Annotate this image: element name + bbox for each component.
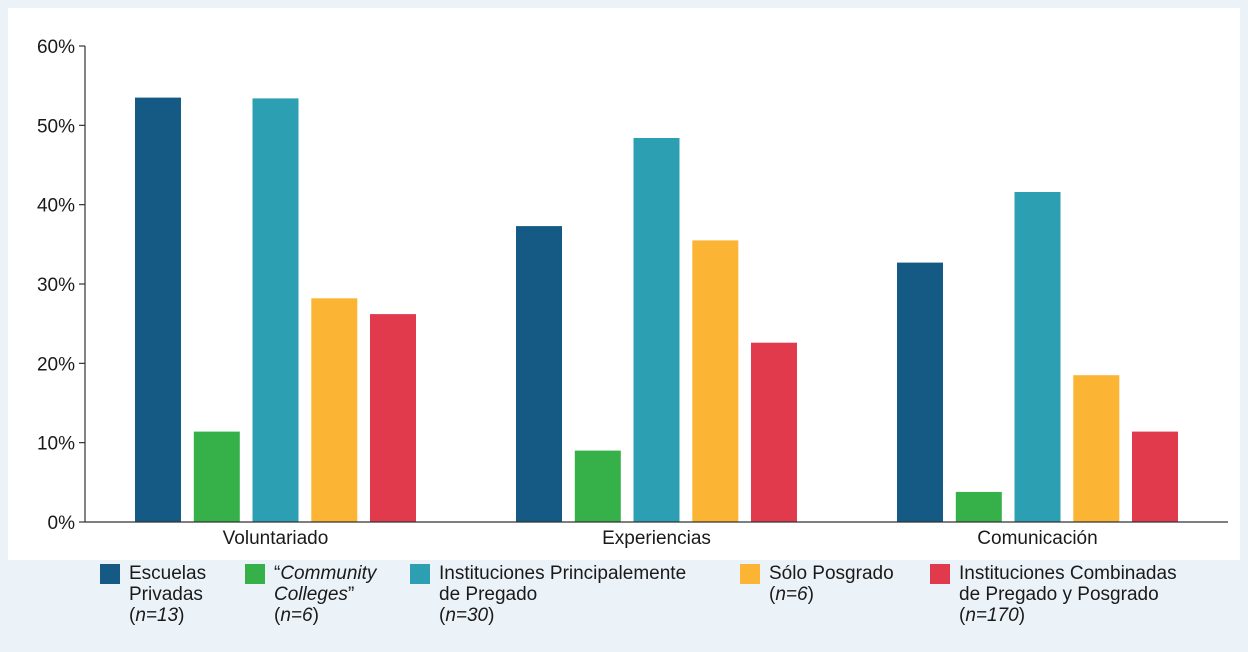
legend-paren: ) bbox=[178, 605, 185, 626]
legend-paren: ) bbox=[1018, 605, 1026, 626]
legend-paren: ) bbox=[312, 605, 319, 626]
legend-item-instituciones-combinadas: Instituciones Combinadas de Pregado y Po… bbox=[930, 563, 1177, 626]
legend-item-instituciones-pregado: Instituciones Principalemente de Pregado… bbox=[410, 563, 686, 626]
legend-paren: ( bbox=[769, 584, 776, 605]
legend-sample-size: n=170 bbox=[965, 605, 1019, 626]
y-tick-label: 40% bbox=[37, 196, 75, 217]
bar bbox=[311, 298, 358, 522]
legend-paren: ) bbox=[807, 584, 814, 605]
bar bbox=[574, 450, 621, 522]
bar bbox=[897, 262, 943, 522]
x-axis-labels: Voluntariado Experiencias Comunicación bbox=[223, 528, 1098, 549]
legend-swatch bbox=[740, 564, 760, 584]
y-tick-label: 10% bbox=[37, 434, 75, 455]
bars bbox=[135, 97, 1178, 523]
legend-paren: ) bbox=[488, 605, 495, 626]
legend-sample-size: n=13 bbox=[135, 605, 179, 626]
legend-label: Sólo Posgrado bbox=[769, 563, 894, 584]
bar bbox=[1014, 192, 1061, 522]
bar bbox=[193, 431, 240, 522]
legend-paren: ( bbox=[959, 605, 966, 626]
legend-sample-size: n=6 bbox=[280, 605, 313, 626]
legend-swatch bbox=[100, 564, 120, 584]
bar bbox=[751, 342, 797, 522]
legend-item-community-colleges: “Community Colleges” (n=6) bbox=[245, 563, 376, 626]
bar bbox=[1073, 375, 1120, 522]
legend-label: Instituciones Combinadas bbox=[959, 563, 1177, 584]
y-tick-label: 50% bbox=[37, 116, 75, 137]
legend-label: de Pregado y Posgrado bbox=[959, 584, 1159, 605]
bar bbox=[135, 97, 181, 522]
y-tick-label: 0% bbox=[48, 513, 76, 534]
legend-sample-size: n=6 bbox=[775, 584, 808, 605]
y-axis-ticks: 0% 10% 20% 30% 40% 50% 60% bbox=[37, 37, 85, 534]
legend-label: Privadas bbox=[129, 584, 203, 605]
legend-paren: ( bbox=[439, 605, 446, 626]
legend: Escuelas Privadas (n=13) “Community Coll… bbox=[100, 563, 1240, 643]
bar-chart: 0% 10% 20% 30% 40% 50% 60% Voluntariado Experie… bbox=[8, 8, 1240, 560]
x-tick-label: Voluntariado bbox=[223, 528, 329, 549]
bar bbox=[692, 240, 739, 522]
x-tick-label: Experiencias bbox=[602, 528, 711, 549]
legend-label: Community bbox=[280, 563, 377, 584]
legend-paren: ( bbox=[129, 605, 136, 626]
y-tick-label: 60% bbox=[37, 37, 75, 58]
legend-sample-size: n=30 bbox=[445, 605, 489, 626]
bar bbox=[955, 491, 1002, 522]
bar bbox=[252, 98, 299, 523]
legend-item-solo-posgrado: Sólo Posgrado (n=6) bbox=[740, 563, 894, 605]
bar bbox=[1132, 431, 1178, 522]
legend-label: Escuelas bbox=[129, 563, 207, 584]
legend-quote: “ bbox=[274, 563, 281, 584]
bar bbox=[633, 138, 680, 522]
x-tick-label: Comunicación bbox=[977, 528, 1097, 549]
legend-swatch bbox=[245, 564, 265, 584]
legend-quote: ” bbox=[347, 584, 355, 605]
legend-label: Colleges bbox=[274, 584, 348, 605]
bar bbox=[370, 314, 416, 522]
legend-swatch bbox=[410, 564, 430, 584]
legend-paren: ( bbox=[274, 605, 281, 626]
legend-label: Instituciones Principalemente bbox=[439, 563, 687, 584]
bar bbox=[516, 226, 562, 522]
y-tick-label: 30% bbox=[37, 275, 75, 296]
legend-swatch bbox=[930, 564, 950, 584]
legend-item-escuelas-privadas: Escuelas Privadas (n=13) bbox=[100, 563, 206, 626]
legend-label: de Pregado bbox=[439, 584, 538, 605]
y-tick-label: 20% bbox=[37, 354, 75, 375]
